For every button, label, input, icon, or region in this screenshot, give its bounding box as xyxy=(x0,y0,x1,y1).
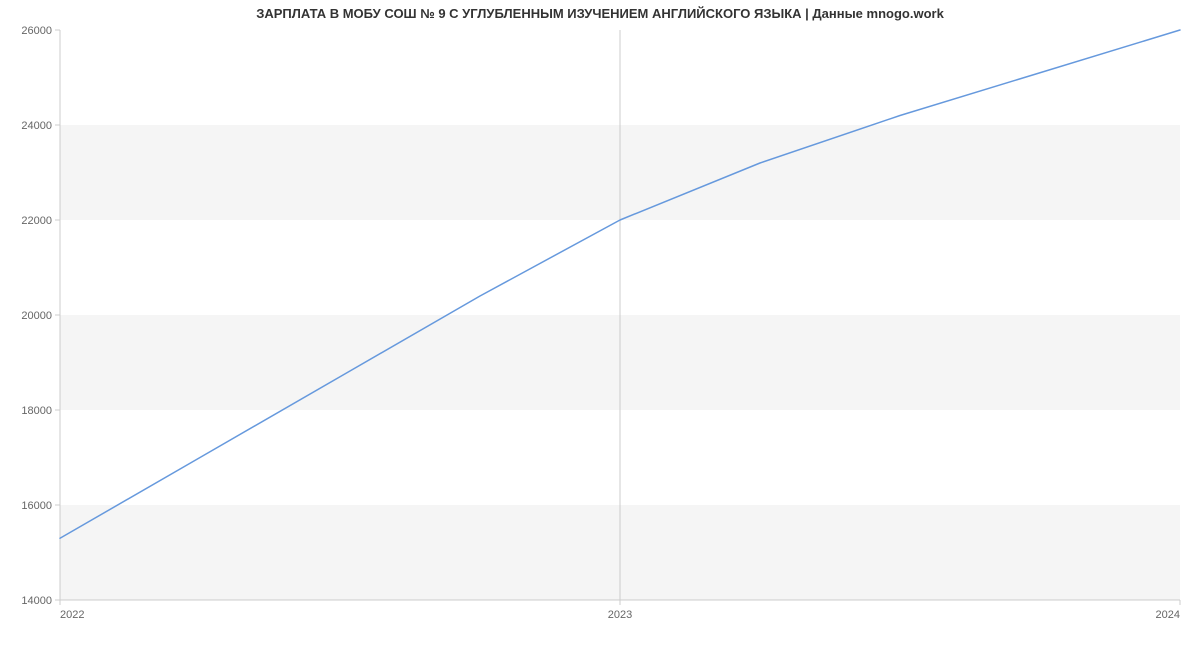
y-tick-label: 20000 xyxy=(21,310,52,322)
y-tick-label: 22000 xyxy=(21,215,52,227)
x-tick-label: 2022 xyxy=(60,609,84,621)
salary-line-chart: ЗАРПЛАТА В МОБУ СОШ № 9 С УГЛУБЛЕННЫМ ИЗ… xyxy=(0,0,1200,650)
x-tick-label: 2023 xyxy=(608,609,632,621)
chart-svg: 14000 16000 18000 20000 22000 24000 26000 2022 2… xyxy=(0,0,1200,650)
y-tick-label: 14000 xyxy=(21,595,52,607)
x-tick-label: 2024 xyxy=(1156,609,1180,621)
y-tick-label: 16000 xyxy=(21,500,52,512)
y-tick-label: 24000 xyxy=(21,120,52,132)
y-tick-label: 18000 xyxy=(21,405,52,417)
y-tick-label: 26000 xyxy=(21,25,52,37)
